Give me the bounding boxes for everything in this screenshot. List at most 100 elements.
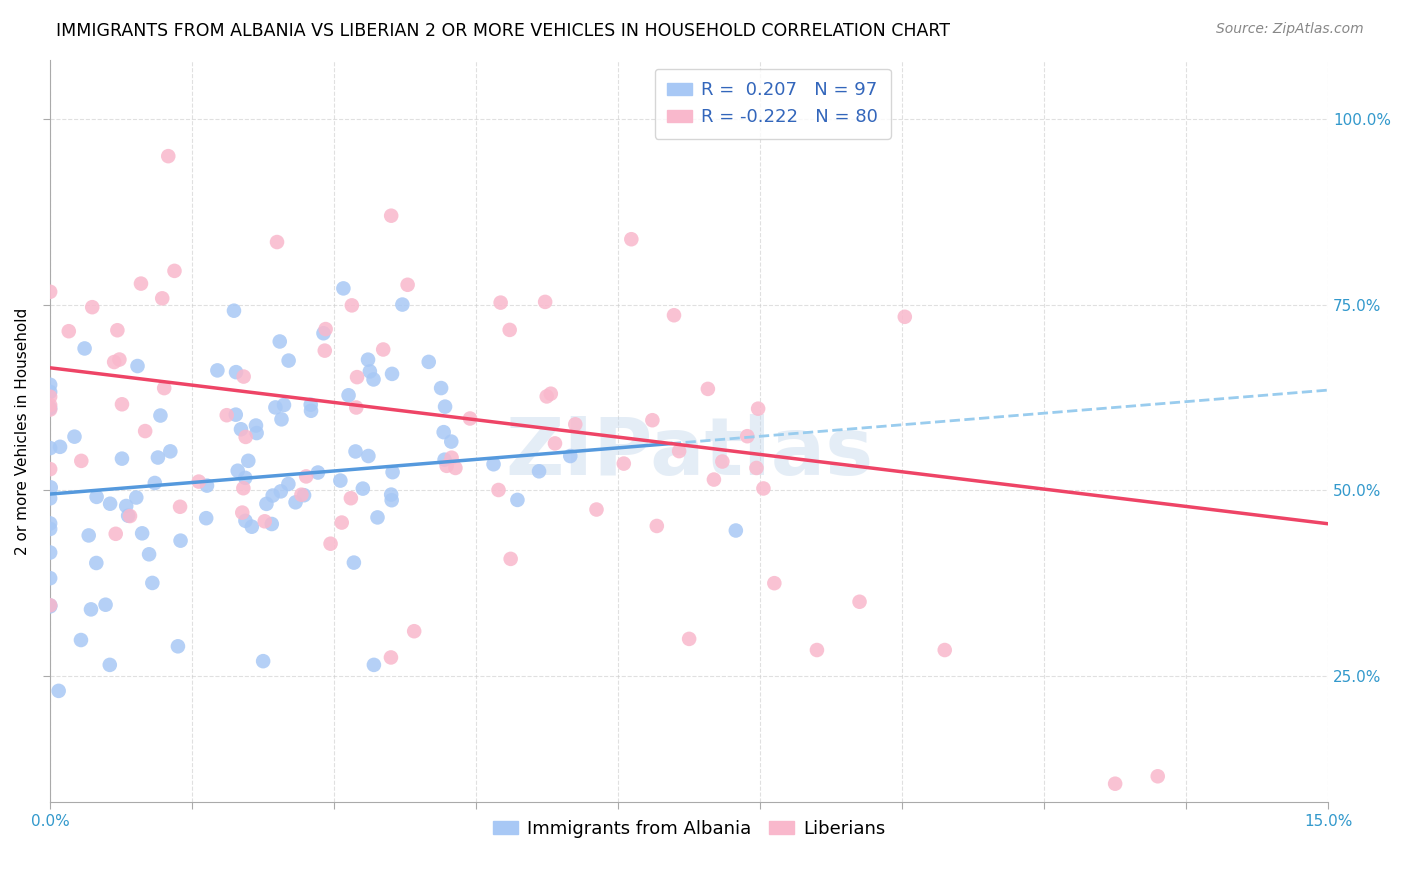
Point — [39, 480, 62, 494]
Point — [585, 502, 607, 516]
Point — [346, 370, 368, 384]
Point — [482, 457, 505, 471]
Point — [39, 491, 62, 506]
Point — [39, 571, 62, 585]
Point — [380, 650, 402, 665]
Point — [39, 599, 62, 613]
Point — [82, 300, 104, 314]
Point — [195, 478, 218, 492]
Point — [39, 401, 62, 416]
Point — [256, 497, 278, 511]
Point — [48, 684, 70, 698]
Point — [39, 377, 62, 392]
Point — [49, 440, 72, 454]
Point — [366, 510, 388, 524]
Point — [934, 643, 956, 657]
Point — [499, 323, 522, 337]
Point — [253, 514, 276, 528]
Point — [238, 454, 260, 468]
Point — [284, 495, 307, 509]
Point — [150, 291, 173, 305]
Point — [141, 576, 163, 591]
Point — [1104, 777, 1126, 791]
Point — [307, 466, 329, 480]
Point — [143, 475, 166, 490]
Point — [232, 369, 254, 384]
Point — [440, 450, 463, 465]
Point — [534, 294, 557, 309]
Point — [270, 484, 292, 499]
Point — [146, 450, 169, 465]
Point — [332, 281, 354, 295]
Point — [226, 464, 249, 478]
Point — [245, 418, 267, 433]
Point — [357, 449, 380, 463]
Point — [39, 390, 62, 404]
Point — [330, 516, 353, 530]
Point — [329, 474, 352, 488]
Point — [232, 481, 254, 495]
Point — [195, 511, 218, 525]
Text: Source: ZipAtlas.com: Source: ZipAtlas.com — [1216, 22, 1364, 37]
Point — [458, 411, 481, 425]
Point — [696, 382, 718, 396]
Point — [39, 384, 62, 399]
Point — [163, 264, 186, 278]
Point — [344, 401, 367, 415]
Point — [314, 343, 336, 358]
Point — [39, 545, 62, 559]
Point — [645, 519, 668, 533]
Point — [724, 524, 747, 538]
Point — [381, 493, 404, 508]
Point — [536, 389, 558, 403]
Text: ZIPatlas: ZIPatlas — [505, 414, 873, 492]
Point — [678, 632, 700, 646]
Point — [235, 430, 257, 444]
Point — [105, 323, 128, 337]
Point — [98, 657, 121, 672]
Point — [1146, 769, 1168, 783]
Point — [662, 308, 685, 322]
Point — [222, 303, 245, 318]
Point — [434, 400, 457, 414]
Point — [763, 576, 786, 591]
Point — [668, 444, 690, 458]
Point — [235, 514, 257, 528]
Y-axis label: 2 or more Vehicles in Household: 2 or more Vehicles in Household — [15, 308, 30, 555]
Point — [229, 422, 252, 436]
Point — [373, 343, 395, 357]
Point — [340, 298, 363, 312]
Point — [735, 429, 758, 443]
Point — [108, 352, 131, 367]
Point — [404, 624, 426, 639]
Point — [117, 508, 139, 523]
Point — [159, 444, 181, 458]
Point — [489, 295, 512, 310]
Point — [98, 497, 121, 511]
Point — [125, 491, 148, 505]
Point — [86, 490, 108, 504]
Point — [544, 436, 567, 450]
Point — [352, 482, 374, 496]
Point — [39, 516, 62, 531]
Point — [167, 640, 190, 654]
Point — [252, 654, 274, 668]
Point — [396, 277, 419, 292]
Point — [363, 657, 385, 672]
Point — [848, 595, 870, 609]
Point — [129, 277, 152, 291]
Point — [169, 533, 191, 548]
Point — [118, 509, 141, 524]
Point — [711, 454, 734, 468]
Legend: Immigrants from Albania, Liberians: Immigrants from Albania, Liberians — [485, 813, 893, 846]
Point — [233, 471, 256, 485]
Point — [620, 232, 643, 246]
Point — [80, 602, 103, 616]
Point — [540, 386, 562, 401]
Point — [340, 491, 363, 506]
Point — [270, 412, 292, 426]
Point — [246, 425, 269, 440]
Point — [58, 324, 80, 338]
Point — [63, 430, 86, 444]
Point — [564, 417, 586, 432]
